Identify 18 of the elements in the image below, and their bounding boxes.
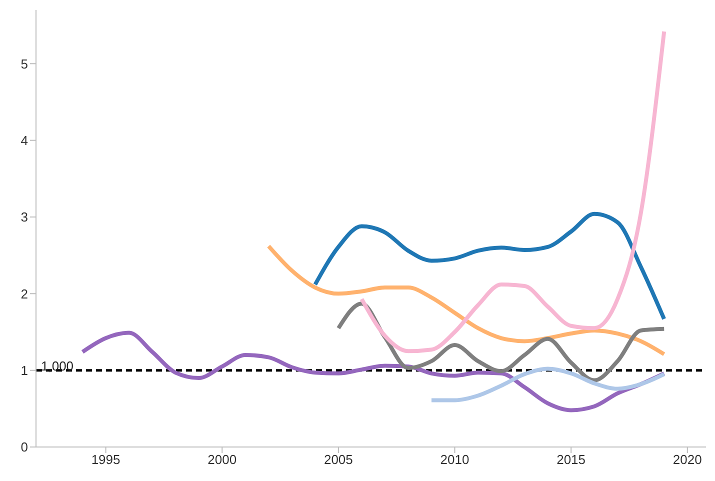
y-tick-label: 1: [20, 362, 28, 378]
line-series: [313, 212, 666, 321]
y-tick-label: 5: [20, 56, 28, 72]
line-series: [429, 366, 666, 402]
x-tick-label: 2015: [556, 452, 586, 468]
x-tick-label: 2020: [672, 452, 702, 468]
y-tick-label: 0: [20, 440, 28, 455]
y-tick-label: 2: [20, 286, 28, 302]
line-series: [80, 330, 666, 412]
x-tick-label: 1995: [91, 452, 120, 468]
line-series: [360, 29, 666, 354]
ref-line-label: 1,000: [41, 358, 74, 374]
x-tick-label: 2000: [208, 452, 237, 468]
x-tick-label: 2010: [440, 452, 470, 468]
y-tick-label: 4: [20, 132, 28, 148]
x-tick-label: 2005: [324, 452, 353, 468]
line-series: [266, 244, 666, 356]
y-tick-label: 3: [20, 210, 28, 225]
